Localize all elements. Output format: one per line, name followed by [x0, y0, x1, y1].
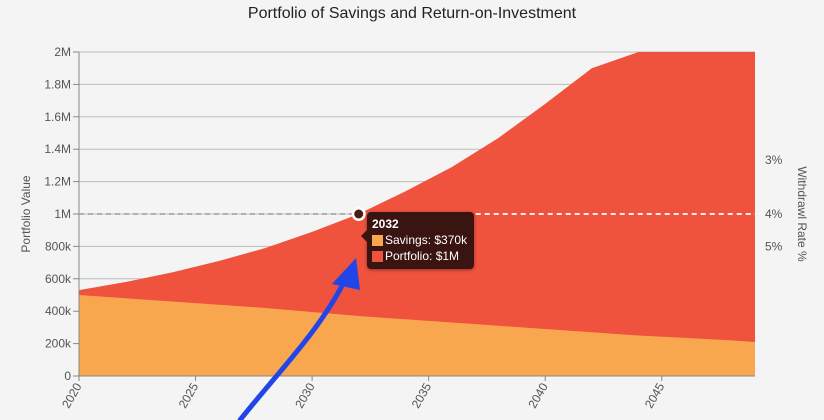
tooltip-row-portfolio: Portfolio: $1M [372, 248, 467, 264]
chart-title: Portfolio of Savings and Return-on-Inves… [248, 5, 577, 22]
y-tick-label-0: 0 [64, 369, 71, 383]
y2-tick-label-0: 3% [765, 153, 783, 167]
y-tick-label-8: 1.6M [44, 110, 71, 124]
y-tick-label-10: 2M [54, 45, 71, 59]
y-tick-label-2: 400k [45, 304, 72, 318]
tooltip-row-savings: Savings: $370k [372, 232, 467, 248]
x-tick-label-1: 2025 [176, 380, 202, 410]
x-tick-label-5: 2045 [642, 380, 668, 410]
annotation-arrow-head-icon [332, 258, 360, 290]
tooltip-portfolio-label: Portfolio: [385, 249, 433, 263]
x-tick-label-2: 2030 [292, 380, 318, 410]
y-tick-label-4: 800k [45, 239, 72, 253]
tooltip-portfolio-value: $1M [435, 249, 460, 263]
chart-tooltip: 2032 Savings: $370k Portfolio: $1M [360, 212, 475, 269]
tooltip-savings-label: Savings: [385, 233, 432, 247]
x-tick-label-4: 2040 [525, 380, 551, 410]
y-tick-label-3: 600k [45, 272, 72, 286]
x-tick-label-0: 2020 [59, 380, 85, 410]
y-tick-label-6: 1.2M [44, 175, 71, 189]
y-tick-label-5: 1M [54, 207, 71, 221]
savings-area [79, 295, 755, 376]
y-tick-label-1: 200k [45, 337, 72, 351]
y-tick-label-9: 1.8M [44, 77, 71, 91]
annotation-arrow-shaft [237, 277, 348, 420]
savings-swatch-icon [372, 234, 383, 246]
x-tick-label-3: 2035 [409, 380, 435, 410]
tooltip-savings-value: $370k [434, 233, 468, 247]
y2-tick-label-2: 5% [765, 239, 783, 253]
portfolio-swatch-icon [372, 250, 383, 262]
y2-axis-label: Withdrawl Rate % [795, 166, 809, 262]
y-axis-label: Portfolio Value [19, 175, 33, 252]
y-tick-label-7: 1.4M [44, 142, 71, 156]
y2-tick-label-1: 4% [765, 207, 783, 221]
highlight-point [354, 209, 364, 219]
tooltip-year: 2032 [372, 217, 399, 231]
